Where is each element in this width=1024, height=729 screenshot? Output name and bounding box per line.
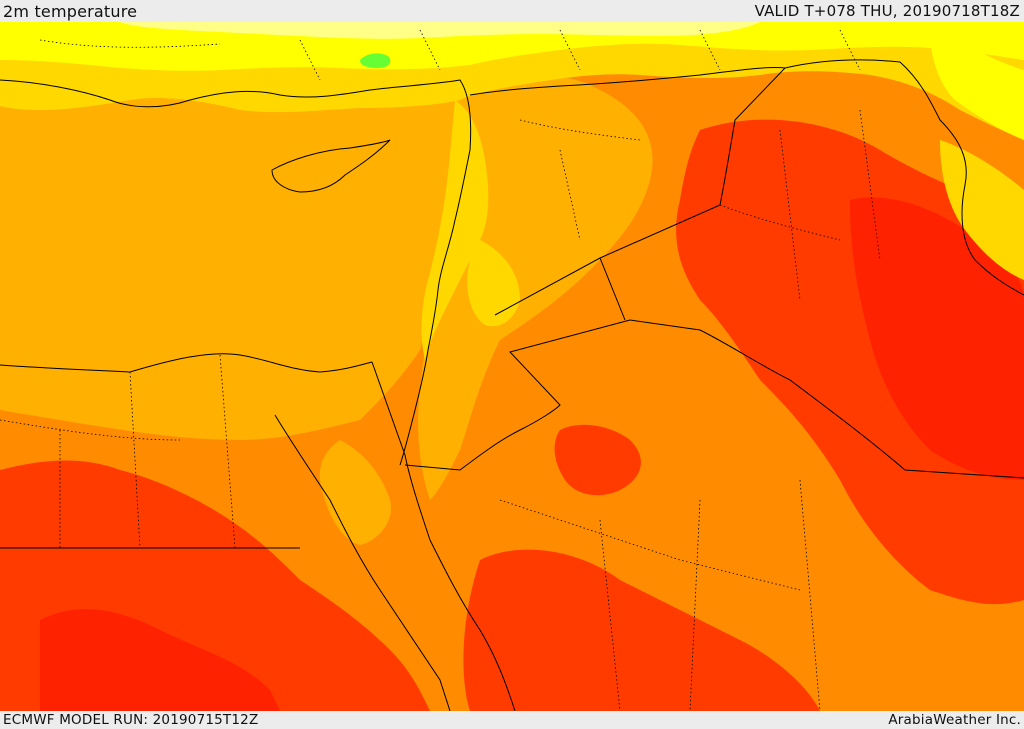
province-lines-saudi: [499, 479, 821, 711]
province-lines-egypt: [0, 354, 236, 549]
border-turkey-syria: [469, 66, 786, 96]
model-run-label: ECMWF MODEL RUN: 20190715T12Z: [3, 712, 259, 728]
map-title: 2m temperature: [3, 1, 138, 21]
temp-zone-red-sw-core: [40, 609, 280, 711]
temp-zone-gold-levant-coast: [421, 100, 489, 360]
temp-zone-green-spot: [360, 53, 391, 68]
temp-zone-red-south: [463, 549, 820, 711]
temp-zone-red-center: [554, 424, 641, 496]
temp-zone-light-orange-med: [0, 73, 470, 440]
coastline-egypt-north: [0, 353, 373, 373]
province-lines-iraq: [719, 109, 881, 301]
temp-zone-light-yellow-turkey: [120, 22, 760, 39]
header-bar: 2m temperature VALID T+078 THU, 20190718…: [0, 0, 1024, 22]
border-jordan-saudi: [404, 319, 631, 471]
border-israel-egypt: [371, 361, 406, 456]
province-lines-syria: [519, 119, 641, 241]
temp-zone-light-orange-sinai: [319, 440, 391, 545]
coastline-red-sea-west: [274, 414, 451, 711]
temp-zone-yellow-turkey: [0, 22, 1024, 71]
coastline-turkey: [0, 79, 472, 151]
footer-bar: ECMWF MODEL RUN: 20190715T12Z ArabiaWeat…: [0, 711, 1024, 729]
coastline-red-sea-east: [404, 454, 516, 711]
coastline-cyprus: [271, 139, 391, 193]
temp-zone-gold-jordan: [467, 240, 520, 327]
valid-time-label: VALID T+078 THU, 20190718T18Z: [754, 2, 1020, 20]
border-iraq-iran: [784, 59, 1024, 296]
credit-label: ArabiaWeather Inc.: [888, 712, 1021, 728]
temperature-map: [0, 22, 1024, 711]
coastline-levant: [399, 149, 471, 466]
border-iraq-saudi: [629, 319, 1024, 479]
border-syria-iraq: [599, 67, 786, 259]
temp-zone-red-east-core: [850, 197, 1024, 481]
temp-zone-gold-east-mtn: [940, 140, 1024, 280]
temp-zone-yellow-ne: [930, 30, 1024, 140]
